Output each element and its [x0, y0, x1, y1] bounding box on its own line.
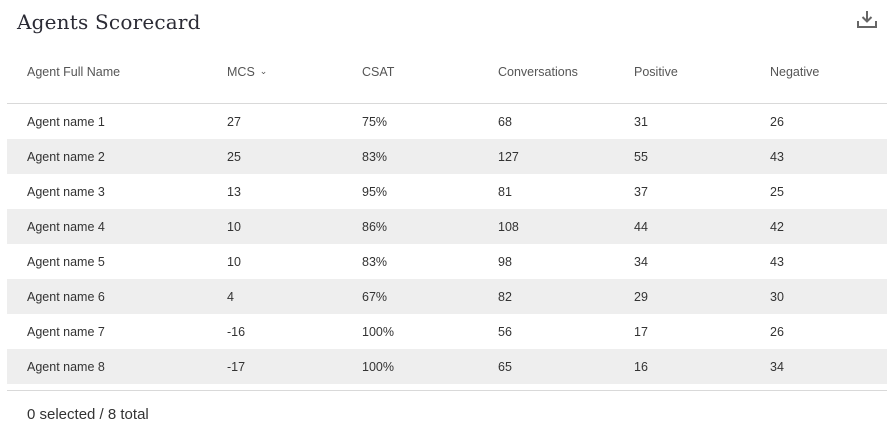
negative-cell: 26 [770, 324, 784, 339]
agent-name-cell: Agent name 4 [27, 219, 105, 234]
positive-cell: 34 [634, 254, 648, 269]
mcs-cell: 27 [227, 114, 241, 129]
positive-cell: 44 [634, 219, 648, 234]
selection-count: 0 selected / 8 total [27, 406, 149, 423]
positive-cell: 31 [634, 114, 648, 129]
conversations-cell: 65 [498, 359, 512, 374]
column-header-positive[interactable]: Positive [634, 65, 678, 79]
table-row[interactable]: Agent name 7 -16 100% 56 17 26 [7, 314, 887, 349]
mcs-cell: -17 [227, 359, 246, 374]
negative-cell: 30 [770, 289, 784, 304]
positive-cell: 55 [634, 149, 648, 164]
table-row[interactable]: Agent name 4 10 86% 108 44 42 [7, 209, 887, 244]
table-row[interactable]: Agent name 5 10 83% 98 34 43 [7, 244, 887, 279]
agent-name-cell: Agent name 1 [27, 114, 105, 129]
negative-cell: 43 [770, 254, 784, 269]
mcs-cell: 4 [227, 289, 234, 304]
csat-cell: 83% [362, 149, 388, 164]
negative-cell: 34 [770, 359, 784, 374]
agent-name-cell: Agent name 2 [27, 149, 105, 164]
agent-name-cell: Agent name 3 [27, 184, 105, 199]
positive-cell: 37 [634, 184, 648, 199]
csat-cell: 100% [362, 324, 394, 339]
conversations-cell: 82 [498, 289, 512, 304]
agent-name-cell: Agent name 5 [27, 254, 105, 269]
divider [7, 390, 887, 391]
mcs-cell: 25 [227, 149, 241, 164]
table-row[interactable]: Agent name 3 13 95% 81 37 25 [7, 174, 887, 209]
table-row[interactable]: Agent name 8 -17 100% 65 16 34 [7, 349, 887, 384]
column-header-agent-full-name[interactable]: Agent Full Name [27, 65, 121, 79]
positive-cell: 17 [634, 324, 648, 339]
csat-cell: 86% [362, 219, 388, 234]
download-button[interactable] [855, 8, 879, 30]
agent-name-cell: Agent name 6 [27, 289, 105, 304]
mcs-cell: 10 [227, 254, 241, 269]
conversations-cell: 108 [498, 219, 519, 234]
column-header-csat[interactable]: CSAT [362, 65, 395, 79]
conversations-cell: 68 [498, 114, 512, 129]
page-title: Agents Scorecard [17, 10, 201, 34]
agent-name-cell: Agent name 8 [27, 359, 105, 374]
column-header-mcs[interactable]: MCS ⌄ [227, 65, 268, 79]
mcs-cell: 10 [227, 219, 241, 234]
negative-cell: 43 [770, 149, 784, 164]
table-header: Agent Full Name MCS ⌄ CSAT Conversations … [7, 52, 887, 104]
positive-cell: 16 [634, 359, 648, 374]
download-icon [857, 11, 877, 28]
column-header-conversations[interactable]: Conversations [498, 65, 578, 79]
agent-name-cell: Agent name 7 [27, 324, 105, 339]
mcs-cell: 13 [227, 184, 241, 199]
conversations-cell: 81 [498, 184, 512, 199]
table-row[interactable]: Agent name 1 27 75% 68 31 26 [7, 104, 887, 139]
negative-cell: 25 [770, 184, 784, 199]
conversations-cell: 56 [498, 324, 512, 339]
mcs-cell: -16 [227, 324, 246, 339]
csat-cell: 100% [362, 359, 394, 374]
table-row[interactable]: Agent name 2 25 83% 127 55 43 [7, 139, 887, 174]
negative-cell: 42 [770, 219, 784, 234]
table-row[interactable]: Agent name 6 4 67% 82 29 30 [7, 279, 887, 314]
positive-cell: 29 [634, 289, 648, 304]
negative-cell: 26 [770, 114, 784, 129]
column-header-negative[interactable]: Negative [770, 65, 820, 79]
csat-cell: 83% [362, 254, 388, 269]
csat-cell: 95% [362, 184, 388, 199]
chevron-down-icon: ⌄ [259, 66, 268, 76]
csat-cell: 67% [362, 289, 388, 304]
conversations-cell: 127 [498, 149, 519, 164]
conversations-cell: 98 [498, 254, 512, 269]
table-body: Agent name 1 27 75% 68 31 26 Agent name … [7, 104, 887, 384]
csat-cell: 75% [362, 114, 388, 129]
